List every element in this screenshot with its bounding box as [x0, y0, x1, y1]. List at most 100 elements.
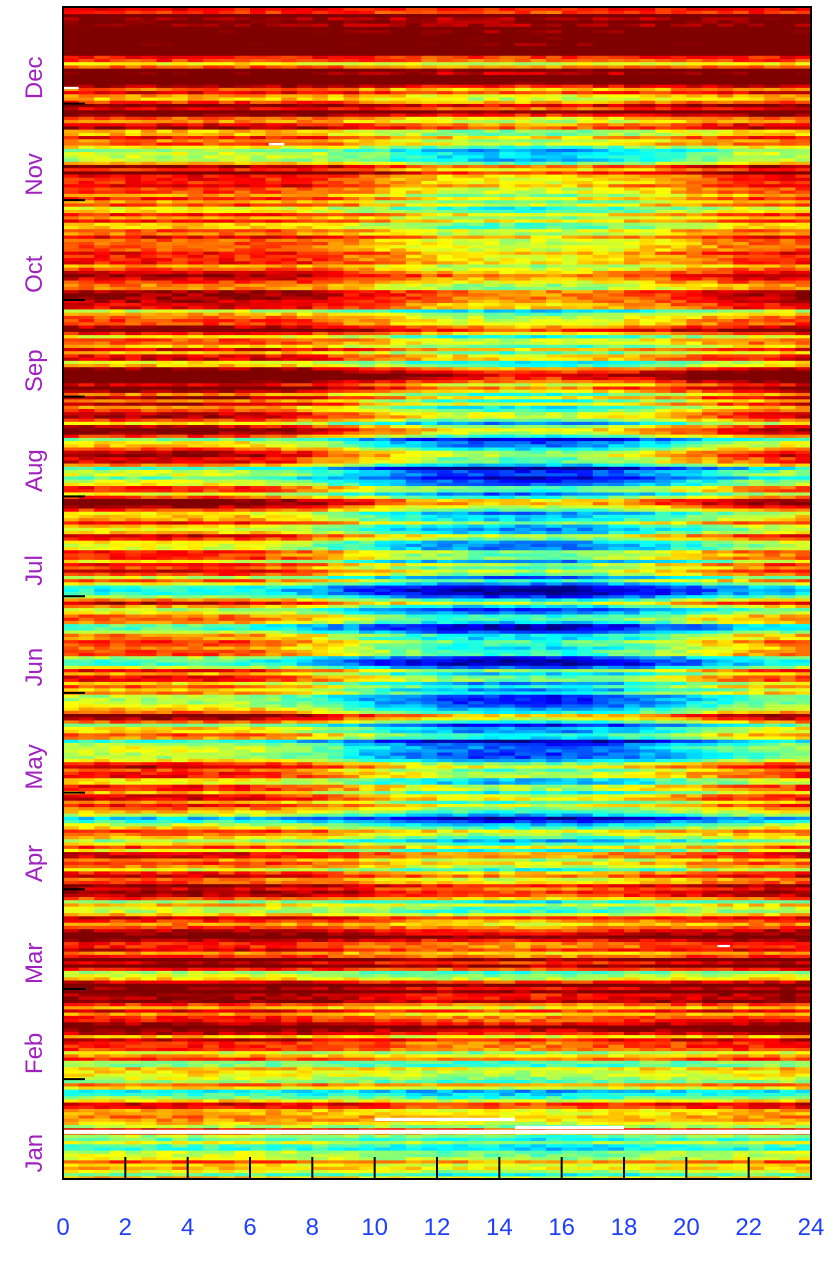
- heatmap-cell: [312, 931, 329, 936]
- heatmap-cell: [343, 1069, 360, 1074]
- heatmap-cell: [779, 1172, 797, 1177]
- heatmap-cell: [390, 925, 407, 930]
- heatmap-cell: [327, 1031, 345, 1036]
- heatmap-cell: [125, 890, 142, 894]
- heatmap-cell: [655, 983, 672, 987]
- heatmap-cell: [265, 1028, 282, 1032]
- heatmap-cell: [405, 877, 423, 881]
- heatmap-cell: [701, 954, 719, 959]
- heatmap-cell: [374, 1095, 391, 1100]
- heatmap-cell: [218, 873, 236, 878]
- heatmap-cell: [437, 867, 454, 872]
- heatmap-cell: [686, 1134, 703, 1138]
- heatmap-cell: [78, 870, 95, 875]
- heatmap-cell: [779, 867, 797, 872]
- heatmap-cell: [624, 848, 641, 853]
- heatmap-cell: [203, 1137, 220, 1142]
- heatmap-cell: [265, 1079, 282, 1084]
- heatmap-cell: [265, 1175, 282, 1179]
- heatmap-cell: [795, 883, 811, 888]
- heatmap-cell: [608, 877, 625, 881]
- heatmap-cell: [234, 992, 251, 997]
- heatmap-cell: [701, 967, 719, 971]
- heatmap-cell: [234, 896, 251, 901]
- heatmap-cell: [125, 915, 142, 920]
- heatmap-cell: [733, 896, 750, 901]
- heatmap-cell: [125, 1079, 142, 1084]
- heatmap-cell: [748, 845, 765, 849]
- heatmap-cell: [312, 1098, 329, 1103]
- heatmap-cell: [156, 1098, 173, 1103]
- heatmap-cell: [577, 934, 594, 939]
- heatmap-cell: [624, 938, 641, 942]
- heatmap-cell: [670, 918, 687, 923]
- heatmap-cell: [359, 1111, 376, 1116]
- heatmap-cell: [140, 1134, 158, 1138]
- heatmap-cell: [172, 1146, 189, 1151]
- heatmap-cell: [140, 1172, 158, 1177]
- heatmap-cell: [250, 1105, 267, 1109]
- heatmap-cell: [452, 1150, 469, 1154]
- heatmap-cell: [265, 1162, 282, 1167]
- heatmap-cell: [327, 1111, 345, 1116]
- heatmap-cell: [125, 880, 142, 885]
- heatmap-cell: [94, 1159, 111, 1164]
- heatmap-cell: [281, 870, 298, 875]
- heatmap-cell: [608, 851, 625, 856]
- heatmap-cell: [514, 1166, 532, 1170]
- heatmap-cell: [639, 995, 656, 1000]
- heatmap-cell: [561, 1159, 578, 1164]
- heatmap-cell: [359, 1098, 376, 1103]
- heatmap-cell: [717, 1108, 734, 1113]
- heatmap-cell: [592, 1034, 610, 1039]
- heatmap-cell: [577, 848, 594, 853]
- heatmap-cell: [203, 1079, 220, 1084]
- heatmap-cell: [94, 873, 111, 878]
- heatmap-cell: [187, 1098, 204, 1103]
- heatmap-cell: [78, 970, 95, 975]
- heatmap-cell: [203, 918, 220, 923]
- heatmap-cell: [203, 986, 220, 991]
- heatmap-cell: [172, 877, 189, 881]
- heatmap-cell: [717, 867, 734, 872]
- heatmap-cell: [655, 1146, 672, 1151]
- heatmap-cell: [592, 1060, 610, 1064]
- heatmap-cell: [437, 883, 454, 888]
- heatmap-cell: [514, 967, 532, 971]
- heatmap-cell: [296, 973, 313, 978]
- heatmap-cell: [125, 1076, 142, 1081]
- heatmap-cell: [78, 1066, 95, 1071]
- heatmap-cell: [156, 941, 173, 946]
- heatmap-cell: [452, 931, 469, 936]
- heatmap-cell: [172, 1127, 189, 1132]
- heatmap-cell: [468, 880, 485, 885]
- heatmap-cell: [140, 867, 158, 872]
- heatmap-cell: [561, 976, 578, 981]
- heatmap-cell: [140, 925, 158, 930]
- heatmap-cell: [561, 1089, 578, 1093]
- heatmap-cell: [78, 976, 95, 981]
- heatmap-cell: [327, 1002, 345, 1007]
- heatmap-cell: [374, 976, 391, 981]
- heatmap-cell: [717, 957, 734, 962]
- heatmap-cell: [779, 857, 797, 862]
- heatmap-cell: [468, 973, 485, 978]
- heatmap-cell: [78, 1153, 95, 1158]
- heatmap-cell: [265, 912, 282, 917]
- heatmap-cell: [94, 1085, 111, 1090]
- heatmap-cell: [499, 938, 516, 942]
- heatmap-cell: [499, 1169, 516, 1174]
- heatmap-cell: [281, 954, 298, 959]
- heatmap-cell: [343, 1002, 360, 1007]
- heatmap-cell: [156, 1047, 173, 1052]
- heatmap-cell: [655, 976, 672, 981]
- heatmap-cell: [405, 861, 423, 865]
- heatmap-cell: [733, 886, 750, 891]
- heatmap-cell: [592, 986, 610, 991]
- heatmap-cell: [281, 989, 298, 994]
- heatmap-cell: [94, 1012, 111, 1016]
- heatmap-cell: [343, 1162, 360, 1167]
- heatmap-cell: [250, 1098, 267, 1103]
- heatmap-cell: [779, 970, 797, 975]
- heatmap-cell: [125, 1143, 142, 1148]
